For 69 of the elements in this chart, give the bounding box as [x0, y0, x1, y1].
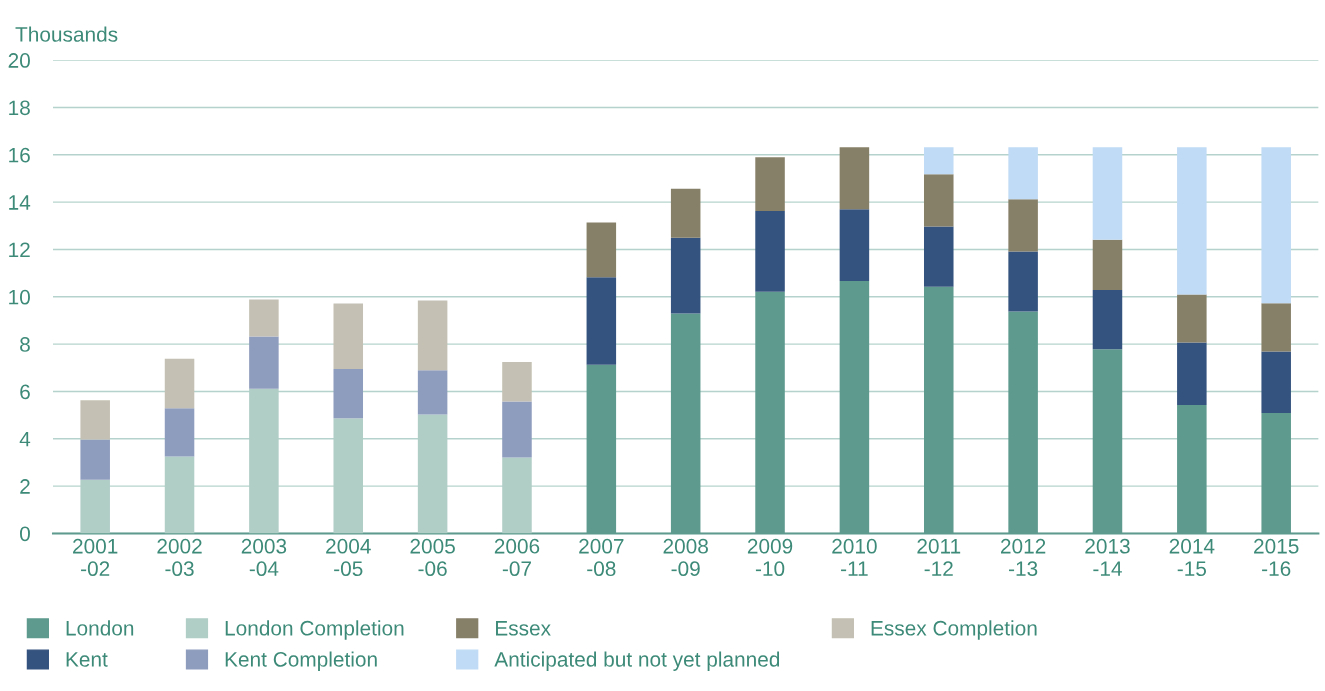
bar	[924, 147, 954, 175]
x-tick-label: 2010 -11	[832, 538, 877, 576]
bar	[755, 157, 785, 212]
x-tick-label: 2012 -13	[1001, 538, 1046, 577]
y-tick-label: 20	[8, 53, 30, 68]
bar	[670, 237, 701, 314]
bar	[755, 211, 785, 292]
legend-label: Anticipated but not yet planned	[494, 651, 780, 671]
bar	[502, 362, 532, 402]
bar	[586, 222, 617, 278]
bar	[1092, 239, 1123, 290]
y-tick-label: 2	[20, 479, 30, 494]
bar	[502, 401, 532, 458]
bar	[1092, 289, 1123, 350]
bar	[1177, 294, 1207, 343]
legend-label: Essex	[496, 621, 551, 636]
y-tick-label: 16	[9, 147, 30, 163]
x-tick-label: 2008 -09	[663, 538, 708, 577]
y-tick-label: 6	[20, 384, 30, 400]
y-tick-label: 4	[19, 432, 31, 447]
bar	[1008, 147, 1038, 200]
bar	[839, 209, 870, 281]
bar	[670, 188, 701, 238]
x-tick-label: 2011 -12	[917, 538, 961, 576]
bar	[1261, 351, 1291, 413]
y-axis-title: Thousands	[15, 26, 118, 42]
legend-label: Kent Completion	[225, 651, 377, 671]
bar	[1008, 251, 1038, 312]
bar	[333, 368, 364, 419]
bar	[249, 336, 279, 389]
bar	[164, 358, 195, 409]
bar	[249, 299, 279, 337]
bar	[1261, 147, 1291, 304]
x-tick-label: 2013 -14	[1085, 538, 1130, 576]
y-tick-label: 12	[9, 242, 30, 257]
y-tick-label: 0	[20, 526, 30, 542]
bar	[164, 408, 195, 457]
y-tick-label: 8	[20, 337, 30, 352]
y-tick-label: 14	[9, 195, 31, 210]
y-tick-label: 10	[9, 289, 30, 305]
x-tick-label: 2002 -03	[157, 538, 202, 577]
bar	[839, 147, 870, 210]
bar	[924, 226, 954, 287]
legend-label: London Completion	[225, 620, 404, 640]
bar	[1177, 342, 1207, 405]
legend-label: London	[66, 620, 134, 636]
legend-label: Essex Completion	[871, 620, 1037, 640]
legend-label: Kent	[66, 652, 108, 667]
bar	[333, 303, 364, 369]
bar	[80, 439, 110, 480]
x-tick-label: 2005 -06	[410, 538, 455, 577]
bar	[1177, 147, 1207, 295]
bar	[1008, 199, 1038, 252]
x-tick-label: 2007 -08	[579, 538, 624, 577]
bar	[586, 277, 617, 365]
x-tick-label: 2004 -05	[326, 538, 371, 577]
bar	[1261, 303, 1291, 352]
x-tick-label: 2006 -07	[494, 538, 540, 577]
bar	[417, 370, 448, 415]
x-tick-label: 2001 -02	[73, 538, 118, 577]
bar	[417, 300, 448, 371]
x-tick-label: 2014 -15	[1169, 538, 1215, 577]
y-tick-label: 18	[9, 100, 30, 116]
x-tick-label: 2009 -10	[747, 538, 793, 577]
bar	[80, 400, 110, 440]
x-tick-label: 2015 -16	[1254, 538, 1299, 577]
bar	[924, 174, 954, 227]
x-tick-label: 2003 -04	[241, 538, 287, 577]
bar	[1092, 147, 1123, 240]
